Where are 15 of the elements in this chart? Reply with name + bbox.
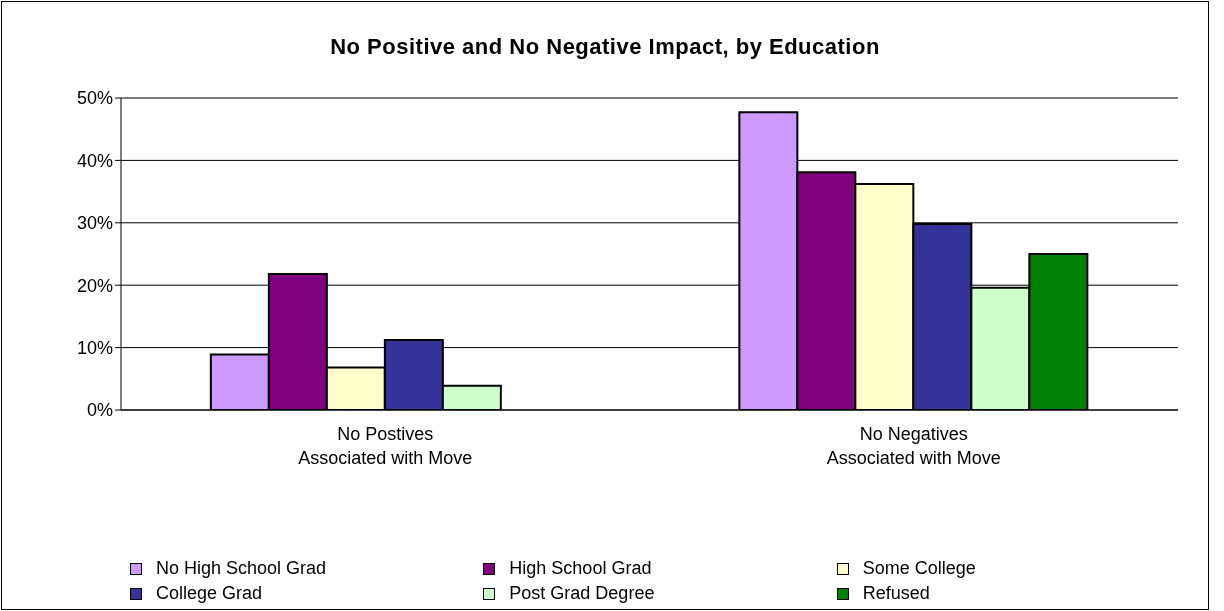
y-tick-label: 50% xyxy=(76,88,113,109)
x-tick-label: No Postives Associated with Move xyxy=(298,424,473,468)
y-tick-label: 40% xyxy=(76,150,113,171)
legend-label: No High School Grad xyxy=(156,558,327,579)
y-tick-label: 20% xyxy=(76,275,113,296)
chart-title: No Positive and No Negative Impact, by Education xyxy=(329,34,881,60)
legend-label: Post Grad Degree xyxy=(509,583,655,604)
legend-label: College Grad xyxy=(156,583,263,604)
legend-label: Refused xyxy=(862,583,930,604)
y-tick-label: 0% xyxy=(86,400,113,421)
legend-label: Some College xyxy=(862,558,976,579)
legend-label: High School Grad xyxy=(509,558,652,579)
y-tick-label: 10% xyxy=(76,337,113,358)
y-tick-label: 30% xyxy=(76,213,113,234)
x-tick-label: No Negatives Associated with Move xyxy=(826,424,1001,468)
